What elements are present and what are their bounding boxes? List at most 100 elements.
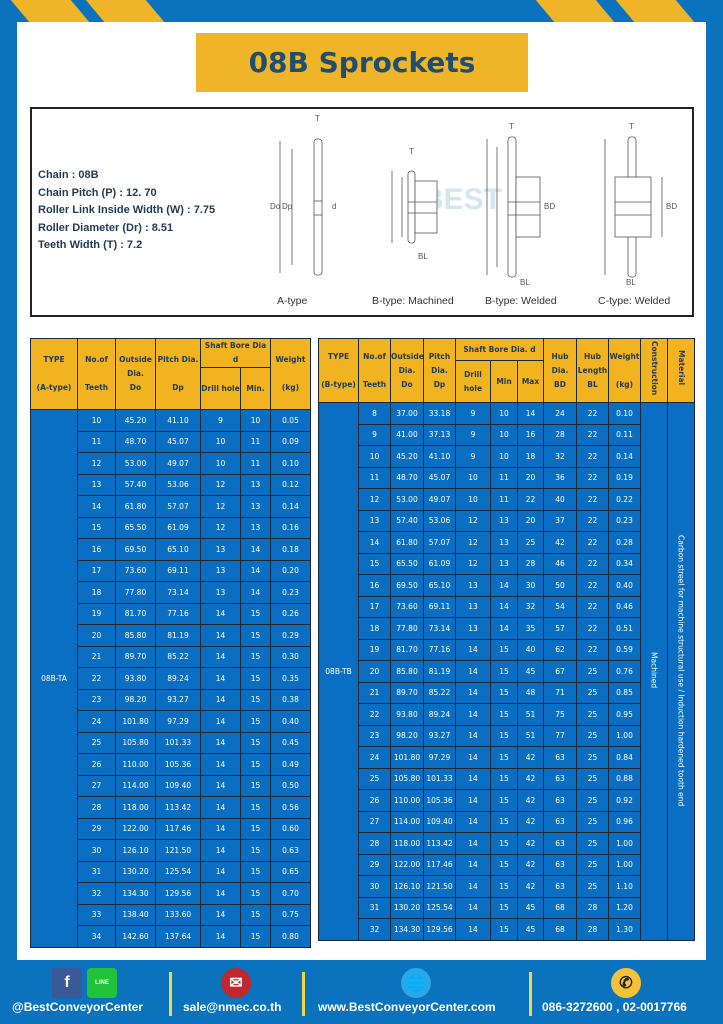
table-cell: 14 (455, 789, 491, 812)
table-cell: 85.22 (423, 681, 456, 704)
table-cell: 61.09 (155, 516, 201, 539)
label-d: d (332, 202, 336, 211)
table-cell: 25 (576, 746, 609, 769)
table-cell: 25 (576, 767, 609, 790)
table-cell: 42 (517, 746, 544, 769)
table-cell: 41.00 (390, 423, 424, 446)
table-cell: 12 (200, 516, 241, 539)
table-cell: 77.16 (423, 638, 456, 661)
table-cell: 40 (517, 638, 544, 661)
table-cell: 34 (77, 925, 116, 948)
table-cell: 117.46 (423, 853, 456, 876)
table-cell: 14 (200, 796, 241, 819)
table-cell: 14 (455, 896, 491, 919)
table-cell: 73.14 (155, 581, 201, 604)
table-cell: 25 (77, 731, 116, 754)
email-link[interactable]: sale@nmec.co.th (183, 1000, 282, 1014)
header-min: Min (490, 360, 518, 403)
label-t: T (315, 114, 320, 123)
table-cell: 69.50 (390, 574, 424, 597)
phone-number[interactable]: 086-3272600 , 02-0017766 (542, 1000, 687, 1014)
table-cell: 63 (543, 789, 577, 812)
table-cell: 65.10 (155, 538, 201, 561)
table-cell: 11 (240, 452, 271, 475)
table-cell: 63 (543, 746, 577, 769)
table-cell: 126.10 (115, 839, 156, 862)
table-cell: 9 (358, 423, 391, 446)
table-cell: 0.95 (608, 703, 641, 726)
table-cell: 40 (543, 488, 577, 511)
table-row: 27 114.00 109.40 14 15 42 63 25 0.96 (319, 810, 695, 833)
caption-a-type: A-type (277, 295, 308, 307)
table-row: 29 122.00 117.46 14 15 42 63 25 1.00 (319, 853, 695, 876)
table-row: 11 48.70 45.07 10 11 20 36 22 0.19 (319, 466, 695, 489)
table-cell: 0.70 (270, 882, 311, 905)
table-cell: 15 (240, 903, 271, 926)
table-cell: 45 (517, 896, 544, 919)
website-link[interactable]: www.BestConveyorCenter.com (318, 1000, 496, 1014)
header-shaft-bore: Shaft Bore Dia. d (455, 338, 544, 361)
table-cell: 35 (517, 617, 544, 640)
table-cell: 42 (517, 767, 544, 790)
table-cell: 20 (517, 466, 544, 489)
table-cell: 93.80 (115, 667, 156, 690)
table-cell: 15 (240, 882, 271, 905)
table-row: 24 101.80 97.29 14 15 0.40 (31, 710, 311, 733)
line-icon[interactable]: LINE (87, 968, 117, 998)
table-cell: 42 (517, 853, 544, 876)
table-cell: 15 (240, 774, 271, 797)
table-cell: 22 (576, 402, 609, 425)
table-cell: 73.14 (423, 617, 456, 640)
table-cell: 15 (240, 839, 271, 862)
table-cell: 45 (517, 918, 544, 941)
table-cell: 0.35 (270, 667, 311, 690)
table-cell: 14 (455, 638, 491, 661)
table-cell: 0.14 (608, 445, 641, 468)
social-handle[interactable]: @BestConveyorCenter (12, 1000, 144, 1014)
table-cell: 98.20 (115, 688, 156, 711)
table-cell: 122.00 (115, 817, 156, 840)
table-cell: 42 (517, 875, 544, 898)
table-cell: 93.80 (390, 703, 424, 726)
table-row: 25 105.80 101.33 14 15 42 63 25 0.88 (319, 767, 695, 790)
table-cell: 15 (490, 832, 518, 855)
table-row: 08B-TA 10 45.20 41.10 9 10 0.05 (30, 409, 311, 948)
table-cell: 28 (576, 918, 609, 941)
type-cell: 08B-TB (318, 402, 359, 941)
table-cell: 30 (517, 574, 544, 597)
table-cell: 0.20 (270, 559, 311, 582)
table-cell: 134.30 (115, 882, 156, 905)
table-cell: 77.16 (155, 602, 201, 625)
table-cell: 17 (77, 559, 116, 582)
table-row: 32 134.30 129.56 14 15 0.70 (31, 882, 311, 905)
table-cell: 0.14 (270, 495, 311, 518)
table-cell: 11 (358, 466, 391, 489)
table-cell: 31 (358, 896, 391, 919)
table-cell: 23 (77, 688, 116, 711)
email-icon[interactable]: ✉ (221, 968, 251, 998)
phone-icon[interactable]: ✆ (611, 968, 641, 998)
table-cell: 45.07 (423, 466, 456, 489)
facebook-icon[interactable]: f (52, 968, 82, 998)
table-cell: 57.40 (390, 509, 424, 532)
table-cell: 93.27 (423, 724, 456, 747)
table-cell: 101.33 (423, 767, 456, 790)
table-cell: 25 (517, 531, 544, 554)
table-cell: 14 (200, 882, 241, 905)
table-cell: 14 (490, 617, 518, 640)
table-cell: 24 (543, 402, 577, 425)
table-cell: 10 (240, 409, 271, 432)
table-cell: 36 (543, 466, 577, 489)
table-cell: 14 (200, 860, 241, 883)
table-cell: 32 (543, 445, 577, 468)
table-row: 18 77.80 73.14 13 14 0.23 (31, 581, 311, 604)
table-cell: 14 (200, 688, 241, 711)
table-row: 26 110.00 105.36 14 15 0.49 (31, 753, 311, 776)
table-cell: 14 (200, 925, 241, 948)
table-cell: 101.33 (155, 731, 201, 754)
table-cell: 46 (543, 552, 577, 575)
globe-icon[interactable]: 🌐 (401, 968, 431, 998)
caption-c-welded: C-type: Welded (598, 295, 671, 307)
table-row: 16 69.50 65.10 13 14 30 50 22 0.40 (319, 574, 695, 597)
table-cell: 0.10 (608, 402, 641, 425)
